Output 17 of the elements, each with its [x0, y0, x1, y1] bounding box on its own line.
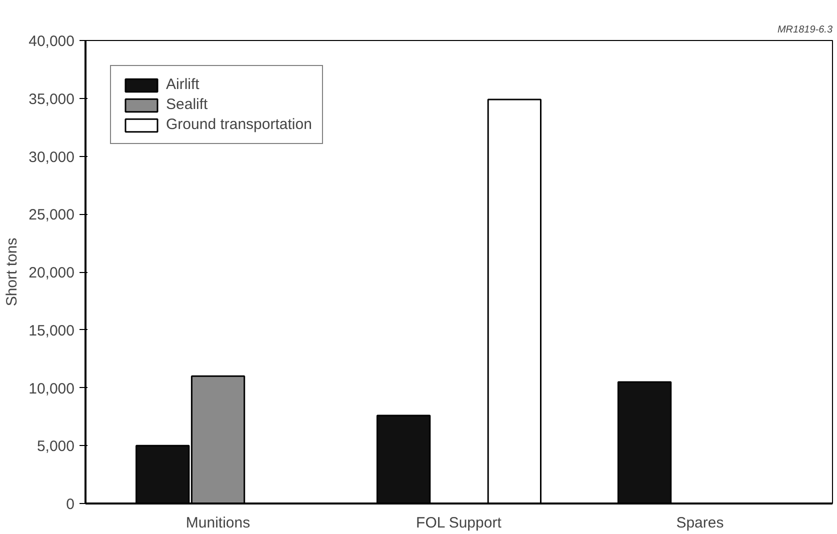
y-tick-label: 40,000 [28, 33, 75, 50]
x-tick-label: Munitions [186, 514, 250, 532]
x-tick-label: Spares [676, 514, 724, 532]
y-tick-label: 0 [66, 496, 74, 513]
legend-label: Ground transportation [166, 116, 312, 133]
y-tick-label: 5,000 [36, 438, 75, 456]
x-tick-label: FOL Support [416, 514, 502, 532]
y-tick-label: 10,000 [28, 380, 75, 398]
text: MR1819-6.3 [777, 24, 833, 36]
y-tick-label: 15,000 [28, 322, 75, 340]
y-tick-label: 30,000 [28, 148, 75, 166]
legend-label: Sealift [166, 96, 208, 113]
y-axis-title: Short tons [4, 238, 21, 306]
y-tick-label: 20,000 [28, 264, 75, 282]
legend-label: Airlift [166, 76, 200, 93]
y-tick-label: 25,000 [28, 206, 75, 224]
y-tick-label: 35,000 [28, 90, 75, 108]
